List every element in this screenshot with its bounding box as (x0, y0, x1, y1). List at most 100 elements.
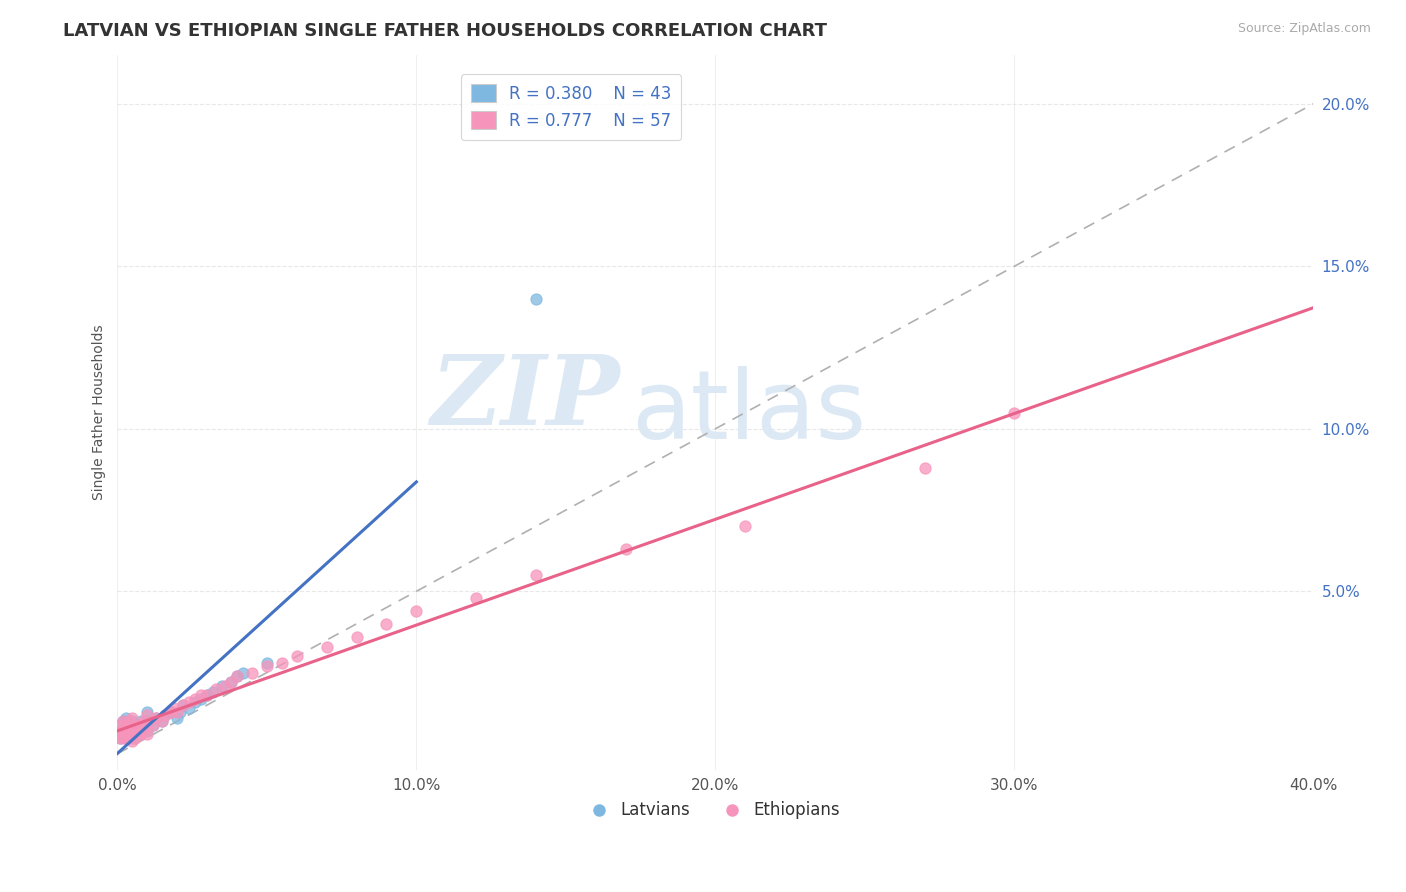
Point (115, 731, 138, 745)
Point (166, 705, 188, 719)
Point (405, 604, 427, 618)
Point (136, 707, 159, 722)
Point (131, 714, 153, 729)
Point (205, 681, 228, 696)
Text: LATVIAN VS ETHIOPIAN SINGLE FATHER HOUSEHOLDS CORRELATION CHART: LATVIAN VS ETHIOPIAN SINGLE FATHER HOUSE… (63, 22, 827, 40)
Point (315, 640, 337, 654)
Point (121, 721, 143, 735)
Point (136, 727, 159, 741)
Point (115, 717, 138, 731)
Point (142, 717, 165, 731)
Point (115, 731, 138, 745)
Point (134, 721, 156, 735)
Point (172, 698, 194, 712)
Point (150, 714, 173, 729)
Point (131, 727, 153, 741)
Point (160, 705, 183, 719)
Point (155, 707, 177, 722)
Point (110, 724, 132, 739)
Point (121, 727, 143, 741)
Point (121, 733, 143, 747)
Point (121, 731, 143, 745)
Point (110, 717, 132, 731)
Point (124, 721, 146, 735)
Point (226, 669, 249, 683)
Point (219, 675, 242, 690)
Point (118, 714, 141, 729)
Point (211, 679, 233, 693)
Point (734, 519, 756, 533)
Point (121, 724, 143, 739)
Point (195, 688, 218, 702)
Y-axis label: Single Father Households: Single Father Households (93, 325, 107, 500)
Point (256, 656, 278, 670)
Point (346, 630, 368, 644)
Point (115, 724, 138, 739)
Point (127, 717, 149, 731)
Point (163, 701, 186, 715)
Point (124, 731, 146, 745)
Point (124, 727, 146, 741)
Point (112, 714, 135, 729)
Point (136, 714, 159, 729)
Point (145, 711, 167, 725)
Text: ZIP: ZIP (430, 351, 620, 445)
Point (121, 714, 143, 729)
Point (190, 688, 212, 702)
Point (169, 705, 191, 719)
Point (160, 705, 183, 719)
Point (127, 717, 149, 731)
Point (232, 665, 254, 680)
Point (112, 714, 135, 729)
Point (375, 616, 398, 631)
Point (172, 698, 194, 712)
Point (219, 675, 242, 690)
Point (136, 717, 159, 731)
Point (134, 714, 156, 729)
Point (524, 292, 547, 306)
Text: Source: ZipAtlas.com: Source: ZipAtlas.com (1237, 22, 1371, 36)
Point (1002, 406, 1025, 420)
Point (614, 542, 637, 557)
Point (112, 721, 135, 735)
Point (184, 695, 207, 709)
Point (179, 701, 201, 715)
Point (179, 695, 201, 709)
Point (256, 659, 278, 673)
Point (155, 707, 177, 722)
Point (285, 649, 308, 664)
Point (112, 731, 135, 745)
Point (214, 679, 236, 693)
Point (124, 717, 146, 731)
Point (190, 691, 212, 706)
Point (145, 711, 167, 725)
Point (136, 705, 159, 719)
Point (115, 724, 138, 739)
Point (127, 727, 149, 741)
Point (121, 711, 143, 725)
Point (914, 460, 936, 475)
Point (166, 711, 188, 725)
Point (131, 717, 153, 731)
Legend: Latvians, Ethiopians: Latvians, Ethiopians (583, 795, 846, 826)
Point (118, 731, 141, 745)
Point (465, 591, 488, 605)
Point (134, 724, 156, 739)
Point (118, 724, 141, 739)
Point (118, 717, 141, 731)
Point (184, 691, 207, 706)
Point (136, 724, 159, 739)
Point (226, 669, 249, 683)
Point (115, 711, 138, 725)
Point (115, 717, 138, 731)
Point (110, 731, 132, 745)
Point (150, 714, 173, 729)
Point (195, 688, 218, 702)
Point (524, 568, 547, 582)
Point (110, 724, 132, 739)
Point (240, 665, 263, 680)
Point (202, 685, 225, 699)
Point (118, 727, 141, 741)
Point (112, 727, 135, 741)
Point (110, 731, 132, 745)
